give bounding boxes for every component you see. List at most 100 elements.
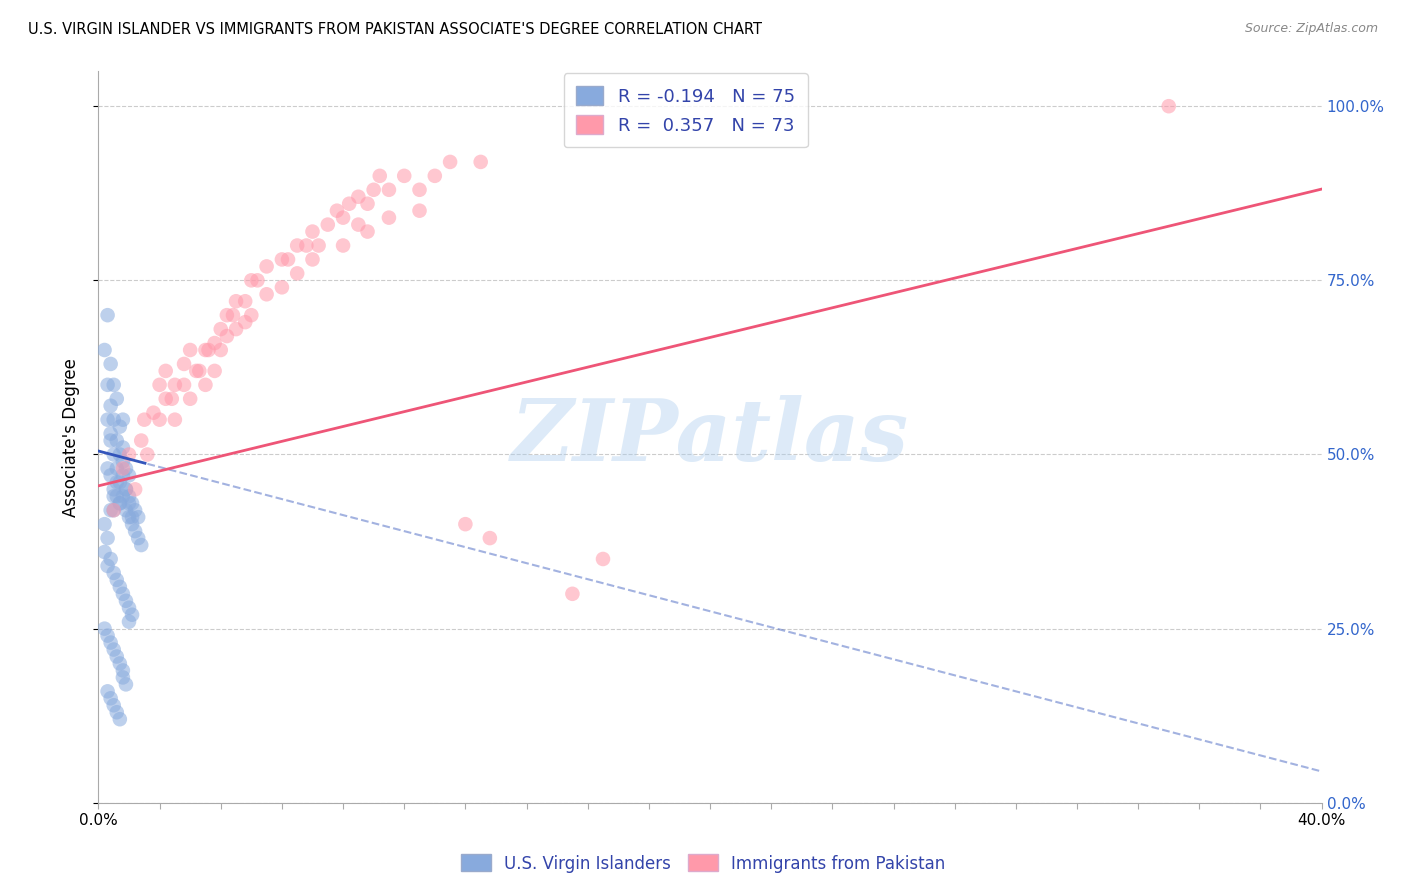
Point	[105, 649, 128, 664]
Point	[115, 677, 138, 691]
Point	[100, 691, 122, 706]
Point	[225, 322, 247, 336]
Point	[108, 419, 131, 434]
Point	[454, 517, 477, 532]
Point	[115, 483, 138, 497]
Point	[194, 343, 217, 357]
Point	[222, 308, 245, 322]
Point	[103, 377, 125, 392]
Point	[423, 169, 446, 183]
Point	[124, 524, 146, 538]
Point	[356, 196, 378, 211]
Point	[100, 503, 122, 517]
Point	[108, 657, 131, 671]
Point	[93, 545, 115, 559]
Point	[285, 266, 308, 280]
Point	[155, 392, 177, 406]
Point	[97, 412, 120, 426]
Point	[301, 225, 323, 239]
Point	[97, 558, 120, 573]
Point	[285, 238, 308, 252]
Point	[105, 461, 128, 475]
Point	[93, 517, 115, 532]
Point	[100, 635, 122, 649]
Point	[129, 538, 152, 552]
Point	[256, 287, 278, 301]
Point	[124, 483, 146, 497]
Point	[108, 448, 131, 462]
Point	[97, 684, 120, 698]
Point	[105, 434, 128, 448]
Point	[105, 475, 128, 490]
Text: Source: ZipAtlas.com: Source: ZipAtlas.com	[1244, 22, 1378, 36]
Point	[115, 483, 138, 497]
Point	[225, 294, 247, 309]
Point	[97, 531, 120, 545]
Point	[592, 552, 614, 566]
Point	[103, 698, 125, 713]
Point	[103, 503, 125, 517]
Point	[97, 308, 120, 322]
Point	[111, 461, 134, 475]
Point	[105, 705, 128, 719]
Legend: U.S. Virgin Islanders, Immigrants from Pakistan: U.S. Virgin Islanders, Immigrants from P…	[454, 847, 952, 880]
Point	[378, 211, 401, 225]
Point	[142, 406, 165, 420]
Point	[115, 461, 138, 475]
Point	[316, 218, 339, 232]
Point	[103, 489, 125, 503]
Point	[111, 587, 134, 601]
Point	[215, 308, 238, 322]
Point	[118, 510, 141, 524]
Point	[111, 670, 134, 684]
Point	[186, 364, 208, 378]
Point	[378, 183, 401, 197]
Point	[118, 496, 141, 510]
Point	[470, 155, 492, 169]
Point	[163, 412, 186, 426]
Legend: R = -0.194   N = 75, R =  0.357   N = 73: R = -0.194 N = 75, R = 0.357 N = 73	[564, 73, 807, 147]
Point	[240, 308, 263, 322]
Point	[356, 225, 378, 239]
Point	[118, 448, 141, 462]
Point	[97, 629, 120, 643]
Point	[111, 664, 134, 678]
Point	[100, 399, 122, 413]
Point	[270, 280, 292, 294]
Point	[103, 412, 125, 426]
Point	[108, 712, 131, 726]
Point	[103, 448, 125, 462]
Point	[363, 183, 385, 197]
Point	[308, 238, 330, 252]
Point	[233, 294, 256, 309]
Point	[103, 566, 125, 580]
Point	[100, 434, 122, 448]
Point	[155, 364, 177, 378]
Point	[108, 475, 131, 490]
Point	[149, 412, 172, 426]
Point	[127, 510, 149, 524]
Point	[277, 252, 299, 267]
Point	[1157, 99, 1180, 113]
Point	[188, 364, 211, 378]
Point	[108, 580, 131, 594]
Point	[295, 238, 318, 252]
Point	[111, 468, 134, 483]
Y-axis label: Associate's Degree: Associate's Degree	[62, 358, 80, 516]
Point	[118, 489, 141, 503]
Point	[111, 412, 134, 426]
Point	[118, 468, 141, 483]
Point	[392, 169, 416, 183]
Point	[97, 461, 120, 475]
Point	[173, 377, 195, 392]
Point	[209, 343, 232, 357]
Point	[439, 155, 461, 169]
Point	[368, 169, 391, 183]
Point	[301, 252, 323, 267]
Point	[163, 377, 186, 392]
Point	[121, 496, 143, 510]
Point	[105, 573, 128, 587]
Point	[332, 238, 354, 252]
Point	[408, 183, 430, 197]
Point	[100, 426, 122, 441]
